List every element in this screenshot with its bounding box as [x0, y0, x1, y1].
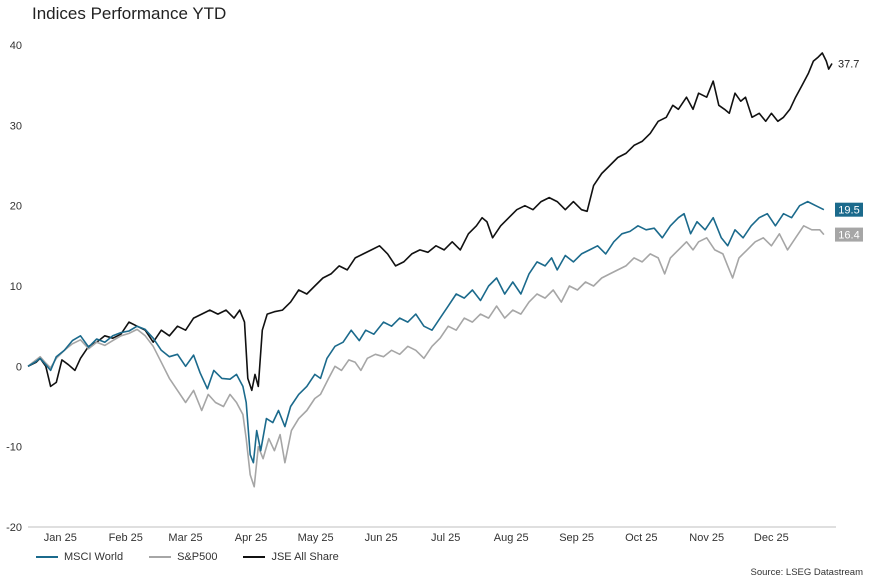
x-tick-label: Feb 25: [109, 532, 143, 544]
y-tick-label: 0: [16, 361, 22, 373]
x-tick-label: Dec 25: [754, 532, 789, 544]
end-label-s-p500: 16.4: [838, 230, 859, 242]
source-note: Source: LSEG Datastream: [750, 567, 863, 578]
end-label-jse-all-share: 37.7: [838, 58, 859, 70]
end-label-msci-world: 19.5: [838, 205, 859, 217]
end-label-box-msci-world: [835, 202, 863, 217]
y-tick-label: 20: [10, 201, 22, 213]
legend-item-jse-all-share: JSE All Share: [243, 551, 339, 563]
legend-item-sp500: S&P500: [149, 551, 217, 563]
x-tick-label: Apr 25: [235, 532, 267, 544]
series-line-msci-world: [27, 200, 825, 464]
legend-swatch-msci-world: [36, 556, 58, 558]
x-tick-label: Jul 25: [431, 532, 460, 544]
x-tick-label: Jan 25: [44, 532, 77, 544]
legend-swatch-sp500: [149, 556, 172, 558]
legend-label-sp500: S&P500: [177, 551, 218, 563]
end-label-box-s-p500: [835, 227, 863, 242]
legend-label-msci-world: MSCI World: [64, 551, 124, 563]
y-tick-label: 10: [10, 281, 22, 293]
series-line-s-p500: [27, 225, 825, 488]
y-tick-label: -20: [6, 522, 22, 534]
series-line-jse-all-share: [27, 52, 833, 392]
x-tick-label: Aug 25: [494, 532, 529, 544]
x-tick-label: Nov 25: [689, 532, 724, 544]
y-tick-label: -10: [6, 442, 22, 454]
y-tick-label: 40: [10, 40, 22, 52]
x-tick-label: Jun 25: [365, 532, 398, 544]
x-tick-label: May 25: [298, 532, 334, 544]
legend: MSCI World S&P500 JSE All Share: [36, 551, 339, 563]
x-tick-label: Sep 25: [559, 532, 594, 544]
legend-swatch-jse-all-share: [243, 556, 266, 558]
x-tick-label: Mar 25: [168, 532, 202, 544]
y-tick-label: 30: [10, 120, 22, 132]
legend-item-msci-world: MSCI World: [36, 551, 123, 563]
legend-label-jse-all-share: JSE All Share: [271, 551, 339, 563]
x-tick-label: Oct 25: [625, 532, 657, 544]
chart-title: Indices Performance YTD: [32, 4, 227, 23]
